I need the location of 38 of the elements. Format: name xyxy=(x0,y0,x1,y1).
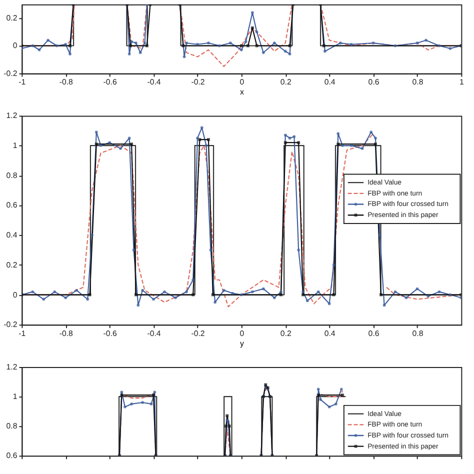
x-tick-label: -0.2 xyxy=(191,78,205,87)
y-tick-label: 0.8 xyxy=(6,422,18,431)
x-tick-label: -0.6 xyxy=(103,328,118,338)
x-tick-label: -0.4 xyxy=(147,328,162,338)
x-tick-label: -0.4 xyxy=(147,78,162,87)
x-tick-label: -0.2 xyxy=(191,328,205,338)
x-tick-label: 0 xyxy=(240,78,245,87)
x-tick-label: 0.4 xyxy=(324,328,336,338)
y-tick-label: 1 xyxy=(12,392,18,402)
x-tick-label: 0.6 xyxy=(368,78,380,87)
x-tick-label: -0.8 xyxy=(59,328,74,338)
y-tick-label: 0.2 xyxy=(6,260,18,270)
x-tick-label: -1 xyxy=(18,78,26,87)
x-axis-title: y xyxy=(240,338,244,348)
y-tick-label: 0.6 xyxy=(6,451,18,460)
x-tick-label: 0.2 xyxy=(280,328,292,338)
y-tick-label: 0.4 xyxy=(6,230,18,240)
x-tick-label: 0 xyxy=(240,328,245,338)
y-tick-label: 1.2 xyxy=(6,362,18,372)
x-tick-label: 0.8 xyxy=(412,78,424,87)
y-tick-label: 0.6 xyxy=(6,200,18,210)
x-axis-title: x xyxy=(240,88,244,97)
x-tick-label: 0.6 xyxy=(368,328,380,338)
y-tick-label: 1.2 xyxy=(6,111,18,120)
y-tick-label: 1 xyxy=(12,141,18,150)
y-tick-label: -0.2 xyxy=(4,320,18,330)
y-tick-label: 0 xyxy=(12,41,18,50)
x-tick-label: 1 xyxy=(459,78,464,87)
x-tick-label: 0.8 xyxy=(412,328,424,338)
x-tick-label: 0.2 xyxy=(280,78,292,87)
y-tick-label: -0.2 xyxy=(4,68,18,78)
x-tick-label: -1 xyxy=(18,328,26,338)
y-tick-label: 0 xyxy=(12,290,18,300)
x-tick-label: 0.4 xyxy=(324,78,336,87)
y-tick-label: 0.8 xyxy=(6,170,18,180)
x-tick-label: -0.8 xyxy=(59,78,74,87)
y-tick-label: 0.2 xyxy=(6,14,18,23)
x-tick-label: -0.6 xyxy=(103,78,118,87)
